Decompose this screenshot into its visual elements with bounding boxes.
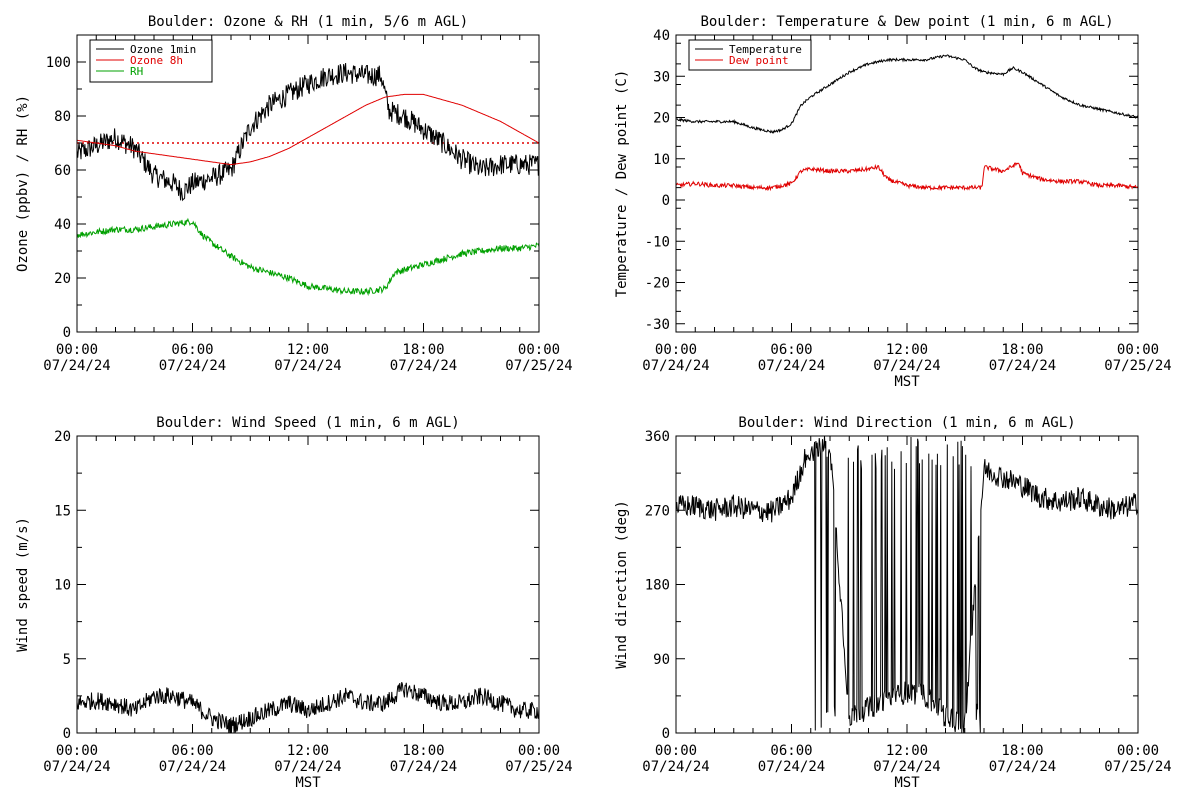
x-tick-time-label: 00:00 (56, 743, 98, 759)
x-tick-time-label: 12:00 (287, 743, 329, 759)
x-tick-date-label: 07/24/24 (989, 358, 1056, 374)
chart-panel-2: Boulder: Temperature & Dew point (1 min,… (614, 14, 1172, 390)
y-tick-label: -20 (645, 276, 670, 292)
series-line-ozone-8h (77, 93, 539, 166)
x-tick-date-label: 07/24/24 (43, 358, 110, 374)
x-tick-date-label: 07/24/24 (642, 358, 709, 374)
x-tick-time-label: 00:00 (655, 743, 697, 759)
x-tick-date-label: 07/24/24 (873, 759, 940, 775)
legend-box (688, 39, 812, 71)
x-tick-time-label: 18:00 (1001, 342, 1043, 358)
y-tick-label: 0 (662, 726, 670, 742)
x-tick-time-label: 00:00 (56, 342, 98, 358)
x-tick-time-label: 12:00 (886, 342, 928, 358)
plot-frame (675, 34, 1139, 333)
legend-box (89, 39, 213, 83)
legend-label: RH (130, 65, 143, 78)
x-tick-date-label: 07/24/24 (873, 358, 940, 374)
y-tick-label: 180 (645, 578, 670, 594)
chart-title: Boulder: Wind Speed (1 min, 6 m AGL) (156, 415, 459, 431)
chart-panel-1: Boulder: Ozone & RH (1 min, 5/6 m AGL) 0 2… (15, 14, 573, 374)
y-tick-label: -10 (645, 234, 670, 250)
chart-title: Boulder: Ozone & RH (1 min, 5/6 m AGL) (148, 14, 468, 30)
y-tick-label: 20 (653, 111, 670, 127)
series-line-dew-point (676, 162, 1138, 192)
y-axis-label: Wind speed (m/s) (15, 517, 31, 652)
x-tick-date-label: 07/25/24 (505, 759, 572, 775)
series-line-data (676, 436, 1138, 733)
x-tick-time-label: 00:00 (518, 342, 560, 358)
legend-label: Ozone 8h (130, 54, 183, 67)
x-tick-date-label: 07/25/24 (505, 358, 572, 374)
y-tick-label: 60 (54, 163, 71, 179)
x-tick-date-label: 07/24/24 (758, 759, 825, 775)
chart-title: Boulder: Wind Direction (1 min, 6 m AGL) (738, 415, 1075, 431)
x-tick-date-label: 07/24/24 (642, 759, 709, 775)
x-tick-time-label: 18:00 (402, 342, 444, 358)
x-tick-time-label: 06:00 (171, 342, 213, 358)
y-tick-label: 20 (54, 429, 71, 445)
chart-panel-4: Boulder: Wind Direction (1 min, 6 m AGL)… (614, 415, 1172, 791)
plot-frame (76, 34, 540, 333)
x-tick-time-label: 06:00 (770, 743, 812, 759)
y-tick-label: 0 (63, 726, 71, 742)
x-tick-time-label: 18:00 (402, 743, 444, 759)
y-tick-label: 40 (653, 28, 670, 44)
x-tick-time-label: 12:00 (287, 342, 329, 358)
series-line-rh (77, 217, 539, 297)
plot-frame (675, 435, 1139, 734)
x-tick-date-label: 07/24/24 (274, 358, 341, 374)
chart-panel-3: Boulder: Wind Speed (1 min, 6 m AGL) 0 5 10… (15, 415, 573, 791)
y-tick-label: 360 (645, 429, 670, 445)
x-tick-date-label: 07/24/24 (390, 358, 457, 374)
y-tick-label: 100 (46, 55, 71, 71)
x-tick-time-label: 12:00 (886, 743, 928, 759)
x-tick-time-label: 00:00 (1117, 342, 1159, 358)
y-axis-label: Ozone (ppbv) / RH (%) (15, 95, 31, 272)
x-axis-label: MST (894, 775, 920, 791)
y-tick-label: 30 (653, 69, 670, 85)
y-tick-label: 80 (54, 109, 71, 125)
x-tick-time-label: 18:00 (1001, 743, 1043, 759)
y-tick-label: 0 (662, 193, 670, 209)
series-line-ozone-1min (77, 62, 539, 202)
series-line-data (77, 682, 539, 733)
legend-label: Dew point (729, 54, 789, 67)
x-tick-date-label: 07/24/24 (43, 759, 110, 775)
x-tick-date-label: 07/24/24 (274, 759, 341, 775)
y-tick-label: 40 (54, 217, 71, 233)
y-tick-label: 5 (63, 652, 71, 668)
plot-frame (76, 435, 540, 734)
x-tick-date-label: 07/25/24 (1104, 358, 1171, 374)
y-tick-label: 0 (63, 325, 71, 341)
y-tick-label: -30 (645, 317, 670, 333)
x-tick-date-label: 07/24/24 (758, 358, 825, 374)
x-tick-date-label: 07/24/24 (390, 759, 457, 775)
x-tick-date-label: 07/24/24 (159, 759, 226, 775)
x-tick-date-label: 07/24/24 (989, 759, 1056, 775)
x-tick-time-label: 00:00 (518, 743, 560, 759)
x-tick-date-label: 07/25/24 (1104, 759, 1171, 775)
y-axis-label: Temperature / Dew point (C) (614, 70, 630, 298)
y-tick-label: 10 (653, 152, 670, 168)
y-tick-label: 15 (54, 503, 71, 519)
x-axis-label: MST (295, 775, 321, 791)
legend-label: Temperature (729, 43, 802, 56)
x-tick-time-label: 06:00 (171, 743, 213, 759)
y-axis-label: Wind direction (deg) (614, 500, 630, 669)
y-tick-label: 10 (54, 578, 71, 594)
x-tick-time-label: 00:00 (655, 342, 697, 358)
y-tick-label: 20 (54, 271, 71, 287)
x-tick-time-label: 06:00 (770, 342, 812, 358)
x-tick-time-label: 00:00 (1117, 743, 1159, 759)
chart-title: Boulder: Temperature & Dew point (1 min,… (700, 14, 1113, 30)
y-tick-label: 90 (653, 652, 670, 668)
series-line-temperature (676, 54, 1138, 134)
y-tick-label: 270 (645, 503, 670, 519)
legend-label: Ozone 1min (130, 43, 196, 56)
x-tick-date-label: 07/24/24 (159, 358, 226, 374)
x-axis-label: MST (894, 374, 920, 390)
